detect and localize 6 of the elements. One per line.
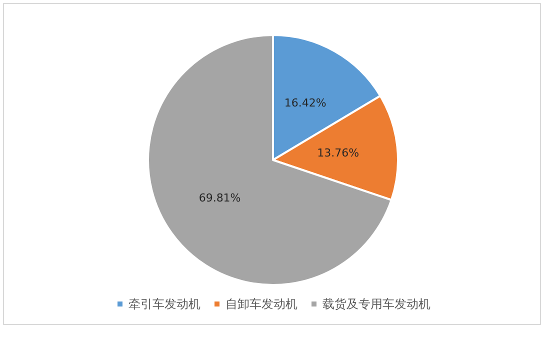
legend-label: 自卸车发动机: [226, 297, 298, 311]
data-label: 16.42%: [284, 96, 326, 110]
legend-label: 载货及专用车发动机: [322, 297, 430, 311]
legend-label: 牵引车发动机: [128, 297, 200, 311]
data-label: 13.76%: [317, 146, 360, 160]
data-label: 69.81%: [198, 192, 241, 205]
